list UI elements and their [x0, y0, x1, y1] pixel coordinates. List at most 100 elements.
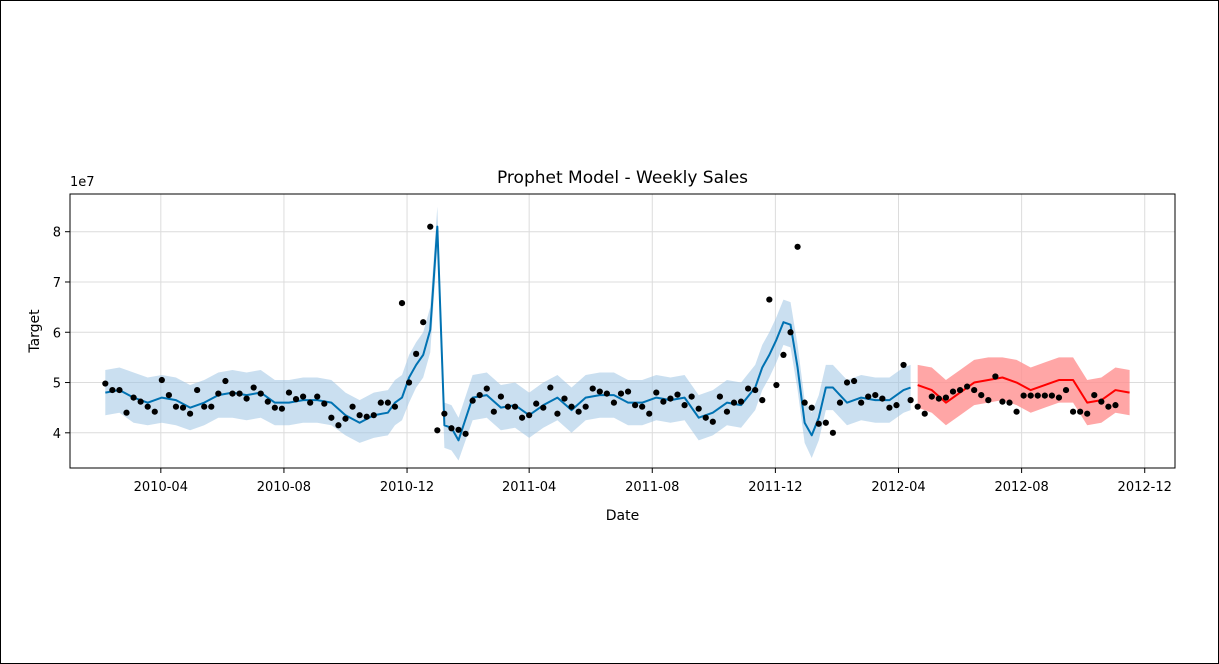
observed-point [469, 397, 476, 404]
observed-point [194, 386, 201, 394]
observed-point [773, 381, 780, 389]
observed-point [971, 386, 978, 394]
observed-point [935, 395, 942, 402]
observed-point [872, 392, 879, 399]
observed-point [893, 402, 900, 409]
observed-point [250, 384, 257, 391]
observed-point [370, 412, 377, 419]
observed-point [420, 319, 427, 326]
observed-point [709, 418, 716, 425]
x-tick-label: 2011-08 [625, 480, 679, 495]
observed-point [264, 398, 271, 405]
y-tick-label: 4 [53, 427, 61, 442]
observed-point [985, 397, 992, 404]
observed-point [1006, 399, 1013, 406]
observed-point [483, 385, 490, 392]
observed-point [1055, 394, 1063, 401]
observed-point [356, 412, 363, 419]
observed-point [144, 403, 151, 410]
observed-point [822, 419, 829, 426]
observed-point [646, 410, 653, 417]
x-tick-label: 2010-08 [257, 480, 311, 495]
observed-point [956, 386, 964, 394]
observed-point [391, 403, 399, 410]
observed-point [1084, 410, 1091, 417]
observed-point [978, 392, 985, 399]
observed-point [434, 427, 441, 434]
x-tick-label: 2012-04 [871, 480, 925, 495]
observed-point [201, 403, 208, 410]
fit-uncertainty-band [105, 206, 911, 461]
y-tick-label: 7 [53, 276, 61, 291]
observed-point [448, 425, 455, 432]
observed-point [999, 398, 1006, 405]
observed-point [589, 385, 596, 392]
observed-point [808, 404, 815, 411]
observed-point [328, 414, 335, 421]
observed-point [292, 396, 300, 403]
observed-point [504, 403, 512, 410]
observed-point [540, 404, 547, 411]
observed-point [243, 395, 250, 402]
observed-point [914, 403, 921, 410]
observed-point [476, 392, 483, 399]
observed-point [603, 390, 610, 397]
forecast-line [917, 376, 1130, 404]
observed-point [109, 386, 116, 394]
observed-point [1062, 386, 1070, 394]
observed-point [165, 392, 172, 399]
observed-point [829, 429, 837, 436]
observed-point [1112, 402, 1119, 409]
observed-point [667, 395, 674, 402]
observed-point [688, 393, 695, 400]
observed-point [307, 399, 314, 406]
observed-point [215, 390, 222, 397]
observed-point [964, 383, 971, 390]
x-tick-label: 2010-12 [380, 480, 434, 495]
observed-point [1077, 408, 1084, 415]
observed-point [526, 412, 533, 419]
observed-point [639, 403, 646, 410]
observed-point [490, 408, 497, 415]
chart-title: Prophet Model - Weekly Sales [497, 168, 748, 188]
observed-point [794, 243, 801, 250]
observed-point [158, 376, 165, 384]
observed-point [427, 223, 434, 230]
observed-point [349, 403, 356, 410]
observed-point [342, 415, 349, 422]
observed-point [285, 389, 293, 396]
plot-border [69, 193, 1176, 469]
observed-point [801, 399, 808, 406]
observed-point [1027, 392, 1034, 399]
observed-point [737, 398, 745, 405]
observed-point [151, 408, 158, 415]
observed-point [1105, 403, 1112, 410]
observed-point [681, 402, 688, 409]
observed-point [723, 408, 731, 415]
observed-point [886, 404, 893, 411]
observed-point [462, 430, 469, 437]
observed-point [575, 408, 582, 415]
observed-point [702, 414, 709, 421]
observed-point [554, 410, 561, 417]
observed-point [518, 414, 526, 421]
observed-point [257, 390, 264, 397]
observed-point [208, 403, 215, 410]
observed-point [1098, 398, 1105, 405]
observed-point [405, 379, 413, 386]
observed-point [759, 397, 766, 404]
observed-point [858, 399, 865, 406]
observed-point [766, 296, 773, 303]
x-tick-label: 2011-12 [748, 480, 802, 495]
y-tick-label: 5 [53, 377, 61, 392]
observed-point [229, 390, 236, 397]
observed-point [745, 385, 752, 392]
observed-point [1041, 392, 1048, 399]
observed-point [907, 397, 914, 404]
observed-point [850, 377, 858, 385]
observed-point [674, 391, 681, 398]
observed-point [921, 410, 928, 417]
observed-point [780, 351, 787, 358]
